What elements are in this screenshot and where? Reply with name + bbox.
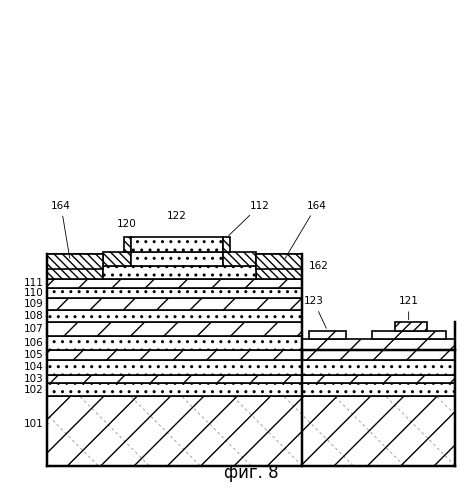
Text: 103: 103 [24, 374, 47, 384]
Bar [47, 322, 302, 336]
Text: 102: 102 [24, 384, 47, 394]
Text: 164: 164 [285, 200, 326, 258]
Bar [395, 322, 427, 331]
Bar [47, 254, 103, 268]
Bar [256, 254, 302, 268]
Text: 121: 121 [399, 296, 418, 320]
Text: 107: 107 [24, 324, 47, 334]
Text: 110: 110 [24, 288, 47, 298]
Text: 104: 104 [24, 362, 47, 372]
Text: 109: 109 [24, 299, 47, 309]
Text: 162: 162 [309, 262, 329, 272]
Bar [47, 383, 455, 396]
Bar [47, 360, 455, 374]
Text: 112: 112 [229, 200, 270, 235]
Bar [372, 331, 446, 340]
Bar [124, 238, 131, 252]
Bar [131, 238, 223, 252]
Text: 106: 106 [24, 338, 47, 347]
Text: 123: 123 [304, 296, 326, 328]
Bar [47, 310, 302, 322]
Bar [131, 252, 223, 266]
Bar [47, 288, 302, 298]
Bar [223, 252, 256, 266]
Text: 101: 101 [24, 419, 49, 429]
Text: 105: 105 [24, 350, 47, 360]
Bar [47, 298, 302, 310]
Bar [302, 340, 455, 349]
Bar [47, 279, 302, 287]
Text: фиг. 8: фиг. 8 [224, 464, 279, 482]
Bar [256, 254, 302, 279]
Bar [47, 350, 455, 360]
Bar [47, 396, 455, 466]
Text: 108: 108 [24, 311, 47, 321]
Text: 122: 122 [167, 211, 187, 221]
Bar [47, 336, 302, 349]
Bar [309, 331, 346, 340]
Text: 120: 120 [117, 219, 137, 229]
Bar [47, 374, 455, 383]
Text: 164: 164 [51, 200, 71, 258]
Bar [103, 252, 131, 266]
Bar [103, 266, 256, 279]
Bar [223, 238, 230, 252]
Text: 111: 111 [23, 278, 47, 288]
Bar [47, 254, 103, 279]
